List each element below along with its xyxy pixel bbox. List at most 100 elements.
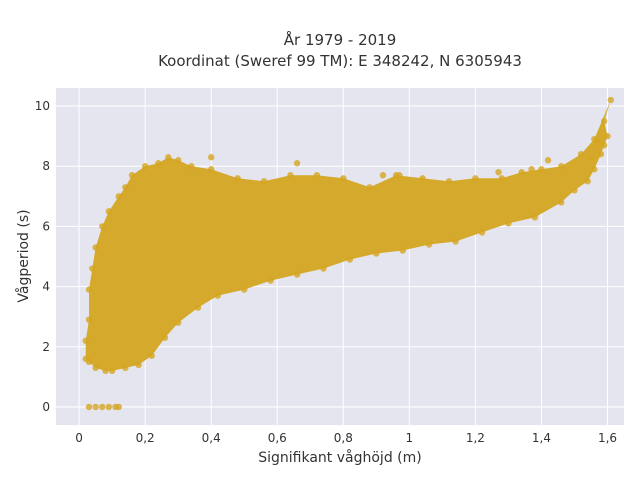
data-point [346, 256, 354, 263]
data-point [85, 316, 93, 323]
data-point [587, 154, 595, 161]
data-points [82, 96, 614, 411]
data-point [105, 208, 113, 215]
data-point [538, 166, 545, 173]
data-point [287, 172, 294, 179]
y-axis-label: Vågperiod (s) [15, 209, 32, 302]
data-point [241, 286, 248, 293]
data-point [92, 364, 99, 372]
data-point [379, 172, 387, 179]
x-axis-label: Signifikant våghöjd (m) [258, 449, 421, 466]
data-point [122, 364, 129, 372]
y-tick-label: 0 [42, 400, 50, 414]
data-point [600, 117, 608, 125]
data-point [105, 403, 113, 411]
x-tick-label: 1,6 [598, 431, 617, 445]
data-point [558, 199, 565, 206]
x-tick-label: 1,4 [532, 431, 551, 445]
data-point [82, 337, 89, 344]
chart-title-line-2: Koordinat (Sweref 99 TM): E 348242, N 63… [158, 52, 522, 70]
data-point [293, 271, 301, 278]
y-tick-label: 10 [35, 99, 50, 113]
data-point [584, 178, 591, 185]
data-point [85, 286, 93, 293]
data-point [174, 157, 182, 164]
data-point [472, 175, 479, 182]
data-point [174, 319, 182, 326]
data-point [604, 132, 611, 140]
data-point [260, 178, 268, 185]
y-tick-labels: 0 2 4 6 8 10 [35, 99, 50, 414]
data-point [366, 184, 373, 191]
data-point [165, 154, 172, 161]
data-point [498, 175, 506, 182]
data-point [505, 220, 512, 227]
data-point [141, 163, 149, 170]
data-point [148, 352, 155, 359]
point-cloud-area [85, 100, 611, 371]
data-point [320, 265, 327, 272]
data-point [155, 160, 162, 167]
data-point [452, 238, 459, 245]
data-point [396, 172, 403, 179]
x-tick-label: 0,6 [268, 431, 287, 445]
x-tick-label: 1,2 [466, 431, 485, 445]
data-point [99, 223, 106, 230]
data-point [313, 172, 321, 179]
chart-title-line-1: År 1979 - 2019 [284, 30, 397, 49]
grid-lines [56, 88, 624, 425]
data-point [594, 138, 601, 146]
x-tick-label: 0,2 [136, 431, 155, 445]
x-tick-label: 0,8 [334, 431, 353, 445]
data-point [531, 214, 539, 221]
data-point [445, 178, 453, 185]
data-point [544, 157, 552, 164]
data-point [115, 403, 122, 411]
data-point [188, 163, 195, 170]
data-point [558, 163, 565, 170]
x-tick-label: 1 [406, 431, 414, 445]
y-tick-label: 8 [42, 159, 50, 173]
data-point [340, 175, 347, 182]
data-point [399, 247, 406, 254]
data-point [600, 141, 608, 149]
data-point [208, 166, 215, 173]
data-point [99, 403, 106, 411]
x-tick-label: 0,4 [202, 431, 221, 445]
data-point [92, 244, 99, 251]
x-tick-label: 0 [75, 431, 83, 445]
data-point [591, 166, 598, 173]
data-point [102, 367, 109, 375]
x-tick-labels: 0 0,2 0,4 0,6 0,8 1 1,2 1,4 1,6 [75, 431, 617, 445]
data-point [115, 193, 122, 200]
data-point [577, 150, 585, 158]
data-point [373, 250, 380, 257]
data-point [108, 367, 116, 375]
data-point [293, 160, 301, 167]
data-point [607, 96, 614, 104]
data-point [135, 361, 142, 369]
data-point [161, 334, 169, 341]
data-point [478, 229, 486, 236]
y-tick-label: 4 [42, 280, 50, 294]
y-tick-label: 6 [42, 219, 50, 233]
data-point [92, 403, 99, 411]
data-point [128, 172, 136, 179]
data-point [528, 166, 535, 173]
data-point [89, 265, 96, 272]
y-tick-label: 2 [42, 340, 50, 354]
data-point [267, 277, 274, 284]
data-point [518, 169, 525, 176]
data-point [85, 403, 93, 411]
data-point [597, 150, 605, 158]
data-point [419, 175, 426, 182]
data-point [495, 169, 502, 176]
data-point [234, 175, 241, 182]
data-point [214, 292, 222, 299]
data-point [194, 304, 202, 311]
data-point [571, 187, 578, 194]
data-point [122, 184, 129, 191]
data-point [85, 358, 93, 366]
data-point [425, 241, 433, 248]
